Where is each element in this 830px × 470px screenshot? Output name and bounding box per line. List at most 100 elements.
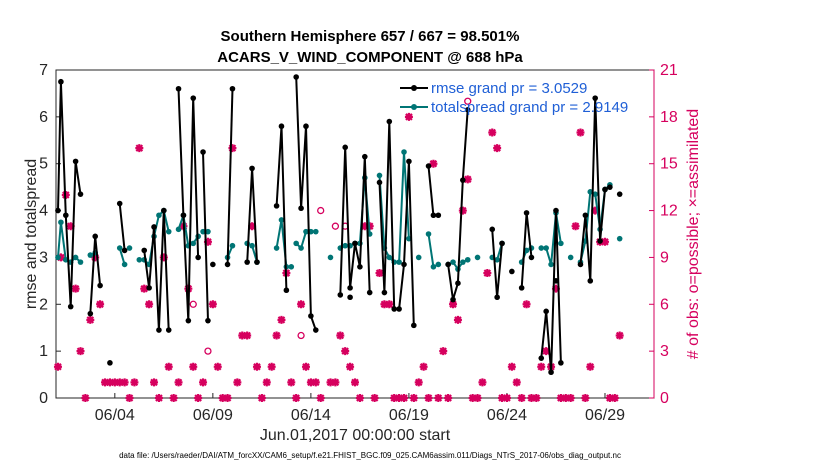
obs-possible-marker	[189, 300, 197, 308]
obs-assimilated-marker	[233, 378, 242, 387]
rmse-point	[577, 261, 584, 268]
chart-subtitle: ACARS_V_WIND_COMPONENT @ 688 hPa	[217, 49, 523, 66]
obs-assimilated-marker	[424, 394, 433, 402]
obs-assimilated-marker	[164, 362, 173, 371]
rmse-point	[518, 285, 525, 291]
obs-assimilated-marker	[243, 331, 252, 340]
obs-assimilated-marker	[248, 222, 257, 231]
spread-point	[298, 245, 304, 251]
obs-assimilated-marker	[257, 394, 266, 402]
legend-spread-label: totalspread grand pr = 2.9149	[431, 99, 628, 116]
x-axis: 06/04 06/09 06/14 06/19 06/24 06/29	[95, 393, 625, 424]
rmse-line	[57, 80, 82, 308]
spread-point	[415, 254, 422, 261]
plot-frame	[55, 69, 655, 399]
rmse-point	[337, 292, 344, 298]
obs-assimilated-marker	[66, 222, 75, 231]
obs-assimilated-marker	[453, 315, 462, 324]
x-tick-label: 06/19	[389, 407, 429, 424]
y2-tick-label: 21	[660, 62, 678, 79]
obs-assimilated-marker	[86, 315, 95, 324]
rmse-series	[55, 74, 623, 376]
rmse-point	[582, 212, 589, 219]
rmse-point	[92, 233, 99, 240]
obs-assimilated-marker	[262, 378, 271, 387]
rmse-point	[347, 294, 353, 301]
chart-title: Southern Hemisphere 657 / 667 = 98.501%	[221, 28, 520, 45]
rmse-point	[87, 310, 94, 317]
obs-assimilated-marker	[439, 347, 448, 356]
spread-point	[190, 240, 197, 247]
spread-point	[616, 235, 623, 242]
y-tick-label: 4	[39, 203, 48, 220]
spread-point	[464, 256, 471, 263]
obs-assimilated-marker	[218, 394, 227, 402]
rmse-point	[151, 224, 157, 230]
obs-assimilated-marker	[571, 222, 580, 231]
rmse-point	[141, 247, 148, 254]
rmse-point	[278, 123, 285, 130]
obs-assimilated-marker	[380, 300, 389, 309]
obs-assimilated-marker	[203, 237, 212, 246]
obs-assimilated-marker	[468, 394, 477, 402]
spread-point	[435, 261, 442, 268]
spread-point	[55, 254, 61, 261]
obs-assimilated-marker	[409, 394, 418, 402]
rmse-point	[180, 212, 187, 219]
rmse-point	[254, 259, 260, 265]
obs-assimilated-marker	[488, 128, 497, 137]
spread-point	[165, 228, 172, 235]
obs-assimilated-marker	[517, 394, 526, 402]
rmse-point	[489, 226, 496, 233]
spread-point	[87, 252, 94, 258]
rmse-line	[202, 151, 209, 321]
rmse-point	[553, 278, 559, 284]
obs-assimilated-marker	[395, 394, 404, 402]
rmse-point	[347, 285, 353, 291]
y2-tick-label: 6	[660, 296, 669, 313]
y-tick-label: 0	[39, 390, 48, 407]
spread-point	[342, 242, 348, 249]
rmse-point	[116, 200, 123, 207]
obs-assimilated-marker	[458, 206, 467, 215]
obs-assimilated-marker	[125, 394, 134, 402]
spread-point	[327, 254, 334, 261]
right-y-axis: 0 3 6 9 12 15 18 21	[649, 62, 678, 407]
obs-assimilated-marker	[81, 394, 90, 402]
obs-assimilated-marker	[154, 394, 163, 402]
spread-line	[118, 247, 126, 265]
obs-assimilated-marker	[213, 362, 222, 371]
rmse-point	[460, 177, 466, 183]
obs-assimilated-marker	[306, 378, 315, 387]
obs-assimilated-marker	[316, 394, 325, 402]
rmse-line	[118, 203, 126, 251]
obs-assimilated-marker	[527, 394, 536, 402]
obs-assimilated-marker	[101, 378, 110, 387]
rmse-point	[391, 306, 398, 312]
rmse-point	[210, 261, 216, 268]
rmse-point	[548, 369, 554, 376]
obs-assimilated-marker	[199, 378, 208, 387]
rmse-point	[357, 264, 363, 270]
rmse-point	[616, 191, 623, 197]
obs-assimilated-marker	[130, 378, 139, 387]
obs-assimilated-marker	[473, 394, 482, 402]
obs-assimilated-marker	[444, 394, 453, 402]
rmse-point	[77, 191, 84, 197]
rmse-point	[229, 85, 236, 92]
rmse-point	[376, 179, 383, 186]
rmse-line	[143, 209, 170, 332]
obs-assimilated-marker	[96, 300, 105, 309]
rmse-point	[607, 184, 613, 190]
y2-tick-label: 15	[660, 156, 678, 173]
obs-possible-marker	[317, 206, 325, 215]
obs-assimilated-marker	[414, 378, 423, 387]
spread-point	[592, 191, 598, 197]
obs-possible-marker	[331, 222, 340, 230]
obs-assimilated-marker	[91, 253, 100, 262]
obs-assimilated-marker	[145, 300, 154, 309]
obs-assimilated-marker	[532, 394, 541, 402]
spread-point	[494, 256, 500, 263]
spread-point	[376, 172, 383, 179]
rmse-point	[509, 268, 515, 275]
